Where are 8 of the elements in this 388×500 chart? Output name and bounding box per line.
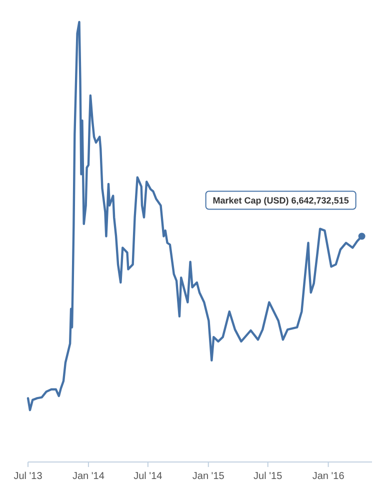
x-tick-label: Jul '14: [134, 471, 163, 482]
x-tick-label: Jan '15: [192, 471, 225, 482]
x-tick-label: Jul '13: [14, 471, 43, 482]
x-tick-label: Jan '14: [72, 471, 105, 482]
tooltip: Market Cap (USD) 6,642,732,515: [205, 190, 366, 241]
x-tick-label: Jan '16: [312, 471, 345, 482]
annotation: Market Cap (USD) 6,642,732,515: [212, 195, 349, 206]
x-tick-label: Jul '15: [254, 471, 283, 482]
